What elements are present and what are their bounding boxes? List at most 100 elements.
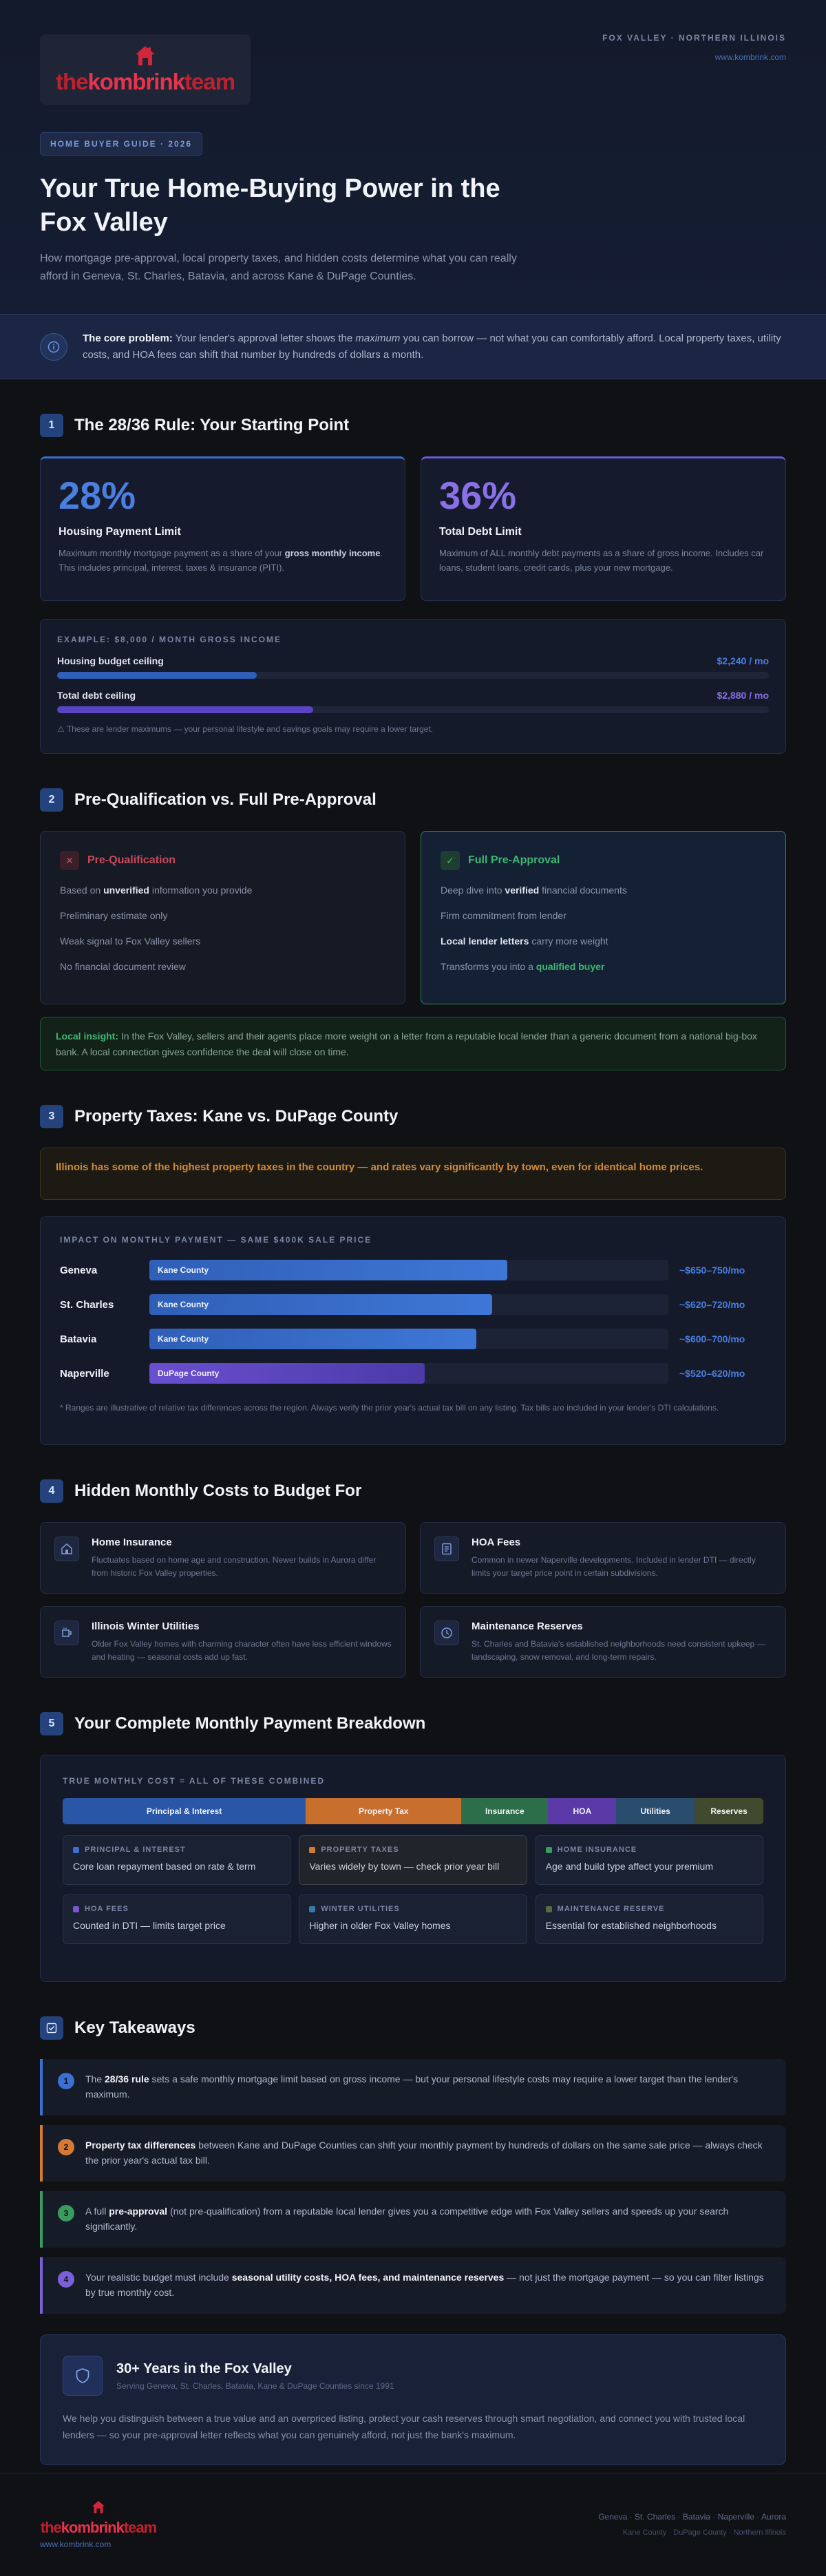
local-insight: Local insight: In the Fox Valley, seller…	[40, 1017, 786, 1070]
tax-chart-label: IMPACT ON MONTHLY PAYMENT — SAME $400K S…	[60, 1235, 372, 1245]
breakdown-card-label: WINTER UTILITIES	[309, 1905, 516, 1913]
checklist-icon	[40, 2016, 63, 2040]
check-icon: ✓	[441, 851, 460, 870]
takeaway-text-c: (not pre-qualification) from a reputable…	[85, 2206, 729, 2232]
cost-title: Home Insurance	[92, 1537, 172, 1548]
example-bar-track	[57, 706, 769, 713]
tax-row: Naperville DuPage County ~$520–620/mo	[60, 1363, 766, 1384]
mug-icon	[54, 1620, 79, 1645]
hero: thekombrinkteam FOX VALLEY · NORTHERN IL…	[0, 0, 826, 314]
breakdown-card-label: HOME INSURANCE	[545, 1846, 753, 1854]
cost-title: Illinois Winter Utilities	[92, 1620, 200, 1632]
housing-limit-card: 28% Housing Payment Limit Maximum monthl…	[40, 456, 405, 601]
section-payment-breakdown: 5 Your Complete Monthly Payment Breakdow…	[0, 1712, 826, 1982]
breakdown-card: HOME INSURANCE Age and build type affect …	[535, 1835, 763, 1885]
house-logo-icon	[136, 46, 155, 65]
tax-row: Geneva Kane County ~$650–750/mo	[60, 1260, 766, 1280]
tax-row: St. Charles Kane County ~$620–720/mo	[60, 1294, 766, 1315]
cost-title: HOA Fees	[472, 1537, 521, 1548]
example-row-value: $2,240 / mo	[717, 655, 770, 666]
experience-card: 30+ Years in the Fox Valley Serving Gene…	[40, 2334, 786, 2465]
breakdown-card-value: Age and build type affect your premium	[545, 1861, 713, 1872]
housing-percent: 28%	[59, 474, 136, 517]
debt-limit-card: 36% Total Debt Limit Maximum of ALL mont…	[421, 456, 786, 601]
breakdown-card-label-text: PROPERTY TAXES	[321, 1846, 399, 1854]
footer-towns: Geneva · St. Charles · Batavia · Napervi…	[598, 2512, 786, 2522]
brand-logo[interactable]: thekombrinkteam	[40, 34, 251, 105]
section-prequalification: 2 Pre-Qualification vs. Full Pre-Approva…	[0, 788, 826, 1070]
preapproval-title: Full Pre-Approval	[468, 854, 560, 866]
page-subtitle: How mortgage pre-approval, local propert…	[40, 252, 517, 283]
tax-city-label: Geneva	[60, 1264, 98, 1276]
x-icon: ✕	[60, 851, 79, 870]
takeaway-text-c: between Kane and DuPage Counties can shi…	[85, 2140, 763, 2166]
section-header: 2 Pre-Qualification vs. Full Pre-Approva…	[40, 788, 786, 812]
example-row: Housing budget ceiling $2,240 / mo	[57, 655, 769, 679]
tax-note: * Ranges are illustrative of relative ta…	[60, 1403, 719, 1413]
section-title: Your Complete Monthly Payment Breakdown	[74, 1714, 426, 1733]
list-item: Transforms you into a qualified buyer	[441, 961, 605, 972]
color-swatch	[309, 1846, 316, 1853]
section-header: 5 Your Complete Monthly Payment Breakdow…	[40, 1712, 786, 1735]
website-link[interactable]: www.kombrink.com	[714, 52, 786, 62]
section-title: Key Takeaways	[74, 2018, 195, 2037]
takeaway-text-bold: 28/36 rule	[105, 2073, 149, 2084]
section-title: Pre-Qualification vs. Full Pre-Approval	[74, 790, 377, 809]
breakdown-card-label: PROPERTY TAXES	[309, 1846, 516, 1854]
section-number: 4	[40, 1479, 63, 1503]
experience-title: 30+ Years in the Fox Valley	[116, 2361, 292, 2376]
breakdown-card-label-text: HOME INSURANCE	[557, 1846, 637, 1854]
footer-area: Kane County · DuPage County · Northern I…	[622, 2529, 786, 2537]
example-bar-track	[57, 672, 769, 679]
example-row: Total debt ceiling $2,880 / mo	[57, 690, 769, 713]
tax-bar-track: Kane County	[149, 1260, 668, 1280]
experience-subtitle: Serving Geneva, St. Charles, Batavia, Ka…	[116, 2380, 394, 2391]
breakdown-segment: Principal & Interest	[63, 1798, 306, 1824]
section-number: 3	[40, 1105, 63, 1128]
breakdown-card-label-text: WINTER UTILITIES	[321, 1905, 400, 1913]
list-item: No financial document review	[60, 961, 186, 972]
breakdown-segment: Property Tax	[306, 1798, 462, 1824]
footer: thekombrinkteam www.kombrink.com Geneva …	[0, 2473, 826, 2576]
example-row-header: Total debt ceiling $2,880 / mo	[57, 690, 769, 701]
takeaway-number: 2	[58, 2139, 74, 2155]
takeaway-text-bold: Property tax differences	[85, 2140, 196, 2151]
breakdown-card-value: Core loan repayment based on rate & term	[73, 1861, 256, 1872]
guide-badge: HOME BUYER GUIDE · 2026	[40, 132, 203, 156]
tax-bar-fill: Kane County	[149, 1329, 477, 1349]
example-row-header: Housing budget ceiling $2,240 / mo	[57, 655, 769, 666]
section-header: 1 The 28/36 Rule: Your Starting Point	[40, 414, 786, 437]
takeaway-text-bold: seasonal utility costs, HOA fees, and ma…	[231, 2272, 505, 2283]
footer-logo[interactable]: thekombrinkteam	[40, 2500, 157, 2537]
house-logo-icon	[92, 2500, 105, 2514]
income-example: EXAMPLE: $8,000 / MONTH GROSS INCOME Hou…	[40, 619, 786, 754]
takeaway-text: The 28/36 rule sets a safe monthly mortg…	[85, 2071, 770, 2115]
logo-wordmark: thekombrinkteam	[55, 69, 235, 94]
tax-range-value: ~$620–720/mo	[679, 1299, 745, 1310]
breakdown-card-label: MAINTENANCE RESERVE	[545, 1905, 753, 1913]
takeaway-number: 4	[58, 2271, 74, 2288]
cost-card: HOA Fees Common in newer Naperville devel…	[420, 1522, 786, 1594]
tax-range-value: ~$650–750/mo	[679, 1265, 745, 1276]
breakdown-card: PROPERTY TAXES Varies widely by town — ch…	[299, 1835, 527, 1885]
section-header: 3 Property Taxes: Kane vs. DuPage County	[40, 1105, 786, 1128]
takeaway-text-c: sets a safe monthly mortgage limit based…	[85, 2073, 739, 2100]
breakdown-segment: Insurance	[461, 1798, 549, 1824]
footer-website-link[interactable]: www.kombrink.com	[40, 2540, 112, 2549]
core-problem-banner: The core problem: Your lender's approval…	[0, 314, 826, 379]
takeaway-text-a: Your realistic budget must include	[85, 2272, 232, 2283]
example-row-label: Housing budget ceiling	[57, 655, 164, 666]
list-item: Preliminary estimate only	[60, 910, 168, 921]
example-row-label: Total debt ceiling	[57, 690, 136, 701]
breakdown-card-value: Varies widely by town — check prior year…	[309, 1861, 500, 1872]
clock-icon	[434, 1620, 459, 1645]
cost-card: Home Insurance Fluctuates based on home a…	[40, 1522, 406, 1594]
takeaway-text: A full pre-approval (not pre-qualificati…	[85, 2204, 770, 2248]
example-label: EXAMPLE: $8,000 / MONTH GROSS INCOME	[57, 635, 282, 644]
tax-city-label: St. Charles	[60, 1298, 114, 1311]
color-swatch	[73, 1846, 79, 1853]
page-title: Your True Home-Buying Power in the Fox V…	[40, 174, 500, 237]
breakdown-card: MAINTENANCE RESERVE Essential for establi…	[535, 1894, 763, 1944]
takeaway-text-c: — not just the mortgage payment — so you…	[85, 2272, 764, 2299]
tax-bar-track: DuPage County	[149, 1363, 668, 1384]
